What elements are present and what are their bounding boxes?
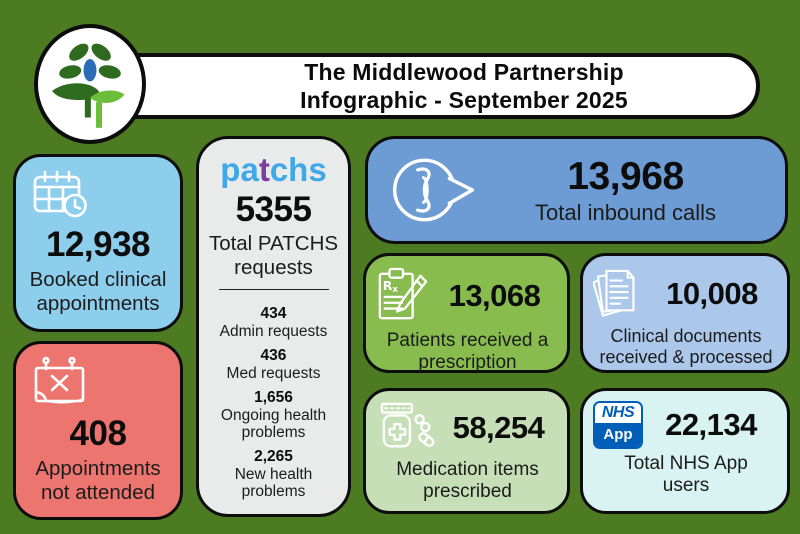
inbound-calls-value: 13,968 — [567, 154, 684, 198]
prescriptions-card: Rx 13,068 Patients received a prescripti… — [363, 253, 570, 373]
plant-logo-icon — [47, 34, 133, 134]
booked-appointments-card: 12,938 Booked clinical appointments — [13, 154, 183, 332]
patchs-total-value: 5355 — [235, 190, 312, 229]
medicine-bottle-icon — [376, 401, 438, 455]
new-problems-value: 2,265 — [254, 448, 293, 466]
clinical-documents-label: Clinical documents received & processed — [599, 326, 773, 367]
calendar-x-icon — [32, 356, 172, 408]
divider — [218, 289, 329, 291]
med-requests-label: Med requests — [226, 365, 321, 383]
nhs-app-logo-text: App — [595, 422, 641, 447]
patchs-card: patchs 5355 Total PATCHS requests 434 Ad… — [196, 136, 351, 517]
page-title-line1: The Middlewood Partnership — [304, 58, 624, 85]
inbound-calls-label: Total inbound calls — [534, 199, 716, 225]
appointments-not-attended-card: 408 Appointments not attended — [13, 341, 183, 520]
patchs-logo-pa: pa — [220, 151, 259, 188]
page-title-line2: Infographic - September 2025 — [300, 87, 628, 113]
svg-text:Rx: Rx — [383, 278, 399, 295]
inbound-calls-card: 13,968 Total inbound calls — [365, 136, 788, 244]
patchs-new-problems: 2,265 New health problems — [208, 448, 340, 500]
ongoing-problems-label: Ongoing health problems — [220, 407, 327, 442]
admin-requests-label: Admin requests — [219, 323, 328, 341]
nhs-logo-text: NHS — [595, 403, 641, 423]
phone-speech-bubble-icon — [388, 152, 480, 228]
nhs-app-users-value: 22,134 — [665, 407, 757, 442]
medication-items-card: 58,254 Medication items prescribed — [363, 388, 570, 514]
patchs-admin-requests: 434 Admin requests — [220, 305, 328, 340]
patchs-logo-chs: chs — [269, 151, 327, 188]
clinical-documents-value: 10,008 — [666, 276, 758, 311]
medication-items-value: 58,254 — [452, 410, 545, 445]
practice-logo-badge — [34, 24, 146, 144]
header-banner: The Middlewood Partnership Infographic -… — [58, 53, 760, 119]
patchs-logo-t-cross: t — [258, 151, 270, 188]
patchs-total-label: Total PATCHS requests — [208, 232, 339, 279]
calendar-clock-icon — [32, 169, 172, 219]
prescription-clipboard-icon: Rx — [376, 266, 430, 326]
medication-items-label: Medication items prescribed — [396, 459, 539, 502]
nhs-app-logo: NHS App — [593, 401, 643, 449]
patchs-ongoing-problems: 1,656 Ongoing health problems — [208, 389, 340, 441]
admin-requests-value: 434 — [260, 305, 287, 323]
prescriptions-label: Patients received a prescription — [386, 330, 549, 373]
inbound-calls-text: 13,968 Total inbound calls — [480, 155, 771, 225]
patchs-logo: patchs — [220, 153, 326, 186]
not-attended-value: 408 — [69, 414, 127, 453]
prescriptions-value: 13,068 — [448, 278, 541, 313]
clinical-documents-card: 10,008 Clinical documents received & pro… — [580, 253, 790, 373]
patchs-med-requests: 436 Med requests — [227, 347, 321, 382]
ongoing-problems-value: 1,656 — [254, 389, 293, 407]
documents-stack-icon — [593, 266, 645, 322]
nhs-app-users-card: NHS App 22,134 Total NHS App users — [580, 388, 790, 514]
nhs-app-users-label: Total NHS App users — [624, 453, 748, 496]
med-requests-value: 436 — [260, 347, 287, 365]
booked-appointments-label: Booked clinical appointments — [29, 268, 167, 315]
new-problems-label: New health problems — [234, 466, 313, 501]
booked-appointments-value: 12,938 — [45, 225, 151, 264]
not-attended-label: Appointments not attended — [35, 457, 161, 504]
